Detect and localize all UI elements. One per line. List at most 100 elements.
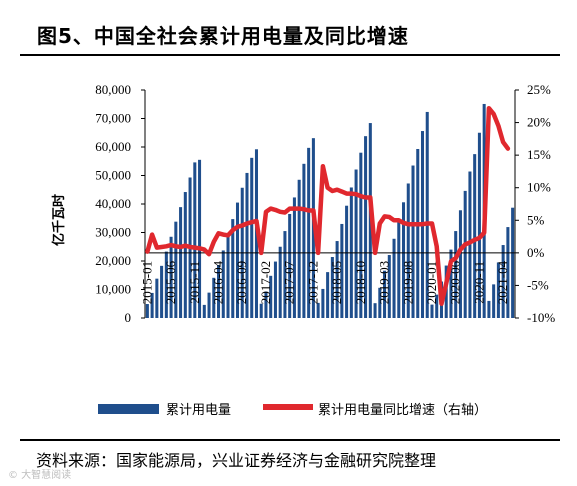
axes: 80,000 70,000 60,000 50,000 40,000 30,000 20,0… [95,82,555,325]
x-tick-label: 2015-01 [139,261,154,304]
bar [207,292,211,318]
bar [397,220,401,318]
bar [283,231,287,318]
x-tick-label: 2019-08 [400,261,415,304]
title-divider [20,54,560,56]
bar [387,255,391,318]
footer-divider [20,439,560,441]
bar [307,147,311,318]
bar [273,261,277,318]
bar [501,245,505,318]
bar [354,169,358,318]
bar [373,303,377,318]
source-note: 资料来源：国家能源局，兴业证券经济与金融研究院整理 [36,451,437,470]
bar [179,207,183,318]
bar [406,183,410,318]
legend: 累计用电量 累计用电量同比增速（右轴） [98,403,487,418]
bar [245,172,249,318]
bar [202,304,206,318]
growth-line [145,105,511,306]
legend-swatch-line [263,404,313,410]
bar [226,235,230,318]
right-tick-label: -5% [527,277,549,292]
bar [297,179,301,318]
x-tick-label: 2019-03 [377,261,392,304]
bar [335,241,339,318]
left-tick-label: 80,000 [95,82,131,97]
left-tick-label: 30,000 [95,225,131,240]
right-tick-label: 15% [527,147,551,162]
x-tick-label: 2016-09 [234,261,249,304]
left-tick-label: 70,000 [95,111,131,126]
bar [473,154,477,318]
bar [160,265,164,318]
bar [164,251,168,318]
bar [169,236,173,318]
bar [316,302,320,318]
left-tick-label: 40,000 [95,196,131,211]
x-tick-label: 2017-12 [305,261,320,304]
bar [430,304,434,318]
bar [221,250,225,318]
bar [278,246,282,318]
bar [435,294,439,318]
bar [264,291,268,318]
bar [492,284,496,318]
left-tick-label: 60,000 [95,139,131,154]
bar [330,257,334,318]
bar [174,221,178,318]
bar [193,162,197,318]
right-tick-label: 5% [527,212,545,227]
left-tick-label: 50,000 [95,168,131,183]
legend-label-bar: 累计用电量 [166,403,231,418]
right-tick-label: -10% [527,310,555,325]
bar [217,264,221,318]
bar [212,277,216,318]
bar [402,202,406,318]
bar [340,223,344,318]
right-tick-label: 20% [527,115,551,130]
x-tick-label: 2020-01 [424,261,439,304]
bar [326,272,330,318]
bar [250,157,254,318]
bar [183,192,187,318]
bar [302,163,306,318]
bar [292,197,296,318]
legend-swatch-bar [98,404,159,414]
bar [454,231,458,318]
x-tick-label: 2020-11 [471,261,486,304]
bar [392,238,396,318]
x-tick-label: 2016-04 [211,260,226,304]
x-tick-label: 2017-02 [258,261,273,304]
bar [155,278,159,318]
x-tick-label: 2017-07 [282,260,297,304]
x-tick-label: 2015-06 [163,260,178,304]
y-axis-label-left: 亿千瓦时 [51,194,67,246]
bar [259,303,263,318]
right-tick-label: 25% [527,82,551,97]
bar [511,207,515,318]
bar [321,288,325,318]
bar [345,205,349,318]
left-tick-label: 0 [125,310,132,325]
bar [416,148,420,318]
bar [458,210,462,318]
bar [477,132,481,318]
legend-label-line: 累计用电量同比增速（右轴） [318,403,487,418]
right-tick-label: 10% [527,180,551,195]
bar [364,136,368,318]
bar [378,287,382,318]
right-tick-label: 0% [527,245,545,260]
bar [145,304,149,318]
bar [383,270,387,318]
bar [198,159,202,318]
x-tick-label: 2020-06 [448,260,463,304]
bar [231,219,235,318]
bar [425,111,429,318]
bar [288,213,292,318]
bar [411,165,415,318]
bar [506,227,510,318]
bar [269,275,273,318]
bar [487,300,491,318]
